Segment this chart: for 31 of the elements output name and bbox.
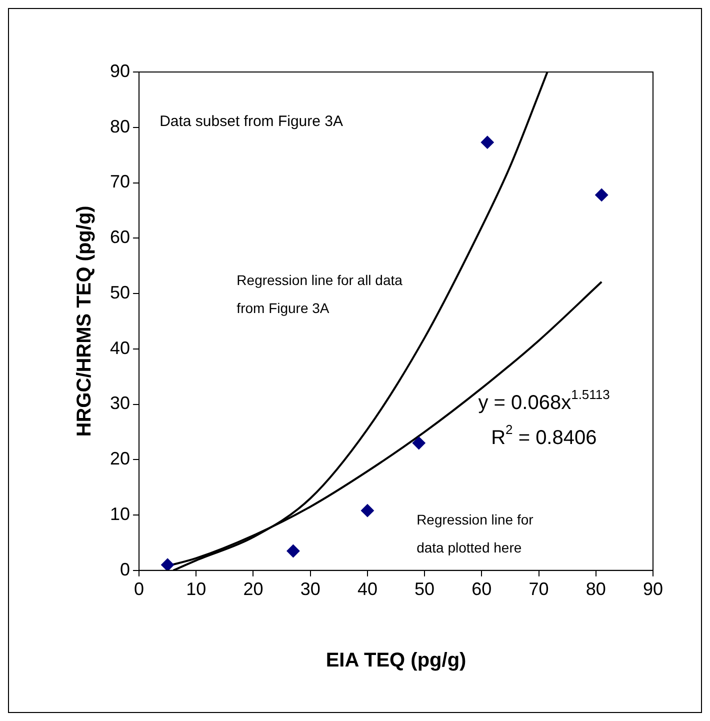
annotation: Regression line for all data from Figure 3A bbox=[236, 272, 403, 316]
point bbox=[360, 504, 374, 518]
x-tick-label: 10 bbox=[186, 579, 206, 600]
point bbox=[412, 436, 426, 450]
y-axis-title: HRGC/HRMS TEQ (pg/g) bbox=[74, 206, 96, 437]
y-tick-label: 50 bbox=[110, 282, 130, 302]
y-tick-label: 80 bbox=[110, 116, 130, 136]
y-tick-label: 60 bbox=[110, 227, 130, 248]
x-tick-label: 50 bbox=[414, 579, 435, 600]
point bbox=[286, 544, 300, 558]
y-tick-label: 10 bbox=[110, 504, 130, 524]
point bbox=[595, 188, 608, 202]
y-tick-label: 40 bbox=[110, 338, 130, 358]
y-tick-label: 90 bbox=[110, 60, 130, 81]
x-tick-label: 30 bbox=[300, 579, 320, 600]
y-tick-label: 0 bbox=[120, 559, 130, 580]
x-tick-label: 40 bbox=[357, 579, 378, 600]
x-tick-label: 60 bbox=[472, 579, 492, 600]
y-tick-label: 70 bbox=[110, 172, 130, 192]
point bbox=[480, 136, 494, 149]
x-tick-label: 20 bbox=[243, 579, 264, 600]
point bbox=[161, 558, 174, 570]
annotation: Regression line for data plotted here bbox=[416, 511, 534, 556]
x-tick-label: 80 bbox=[586, 579, 606, 600]
x-axis-title: EIA TEQ (pg/g) bbox=[326, 650, 466, 672]
x-tick-label: 90 bbox=[642, 579, 664, 600]
y-tick-label: 30 bbox=[110, 393, 130, 414]
y-tick-label: 20 bbox=[110, 448, 130, 469]
x-tick-label: 70 bbox=[528, 579, 549, 600]
x-tick-label: 0 bbox=[134, 579, 144, 600]
annotation: Data subset from Figure 3A bbox=[160, 112, 344, 130]
